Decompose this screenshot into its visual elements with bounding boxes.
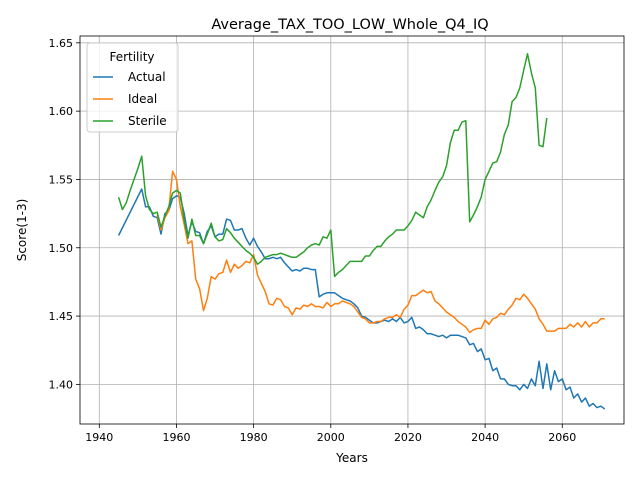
plot-frame <box>79 35 625 425</box>
x-tick-label: 2040 <box>471 431 499 444</box>
x-tick-label: 2020 <box>394 431 422 444</box>
x-axis-ticks: 1940 1960 1980 2000 2020 2040 2060 <box>85 424 576 444</box>
y-axis-ticks: 1.40 1.45 1.50 1.55 1.60 1.65 <box>49 37 80 391</box>
y-axis-label: Score(1-3) <box>15 199 29 262</box>
y-tick-label: 1.45 <box>49 310 74 323</box>
grid <box>80 36 624 424</box>
chart-title: Average_TAX_TOO_LOW_Whole_Q4_IQ <box>211 17 488 33</box>
series-line-ideal <box>156 170 605 334</box>
x-tick-label: 2060 <box>548 431 576 444</box>
legend-title: Fertility <box>109 50 154 64</box>
y-tick-label: 1.50 <box>49 242 74 255</box>
y-tick-label: 1.65 <box>49 37 74 50</box>
legend-label-actual: Actual <box>128 70 166 84</box>
x-tick-label: 2000 <box>317 431 345 444</box>
series-line-sterile <box>117 53 548 278</box>
legend-box <box>86 42 179 133</box>
legend-label-sterile: Sterile <box>128 114 167 128</box>
y-tick-label: 1.60 <box>49 105 74 118</box>
y-tick-label: 1.55 <box>49 173 74 186</box>
x-tick-label: 1940 <box>85 431 113 444</box>
legend-label-ideal: Ideal <box>128 92 157 106</box>
x-axis-label: Years <box>335 451 368 465</box>
legend: Fertility Actual Ideal Sterile <box>86 42 179 133</box>
x-tick-label: 1960 <box>162 431 190 444</box>
series-lines <box>117 53 606 410</box>
x-tick-label: 1980 <box>240 431 268 444</box>
y-tick-label: 1.40 <box>49 378 74 391</box>
